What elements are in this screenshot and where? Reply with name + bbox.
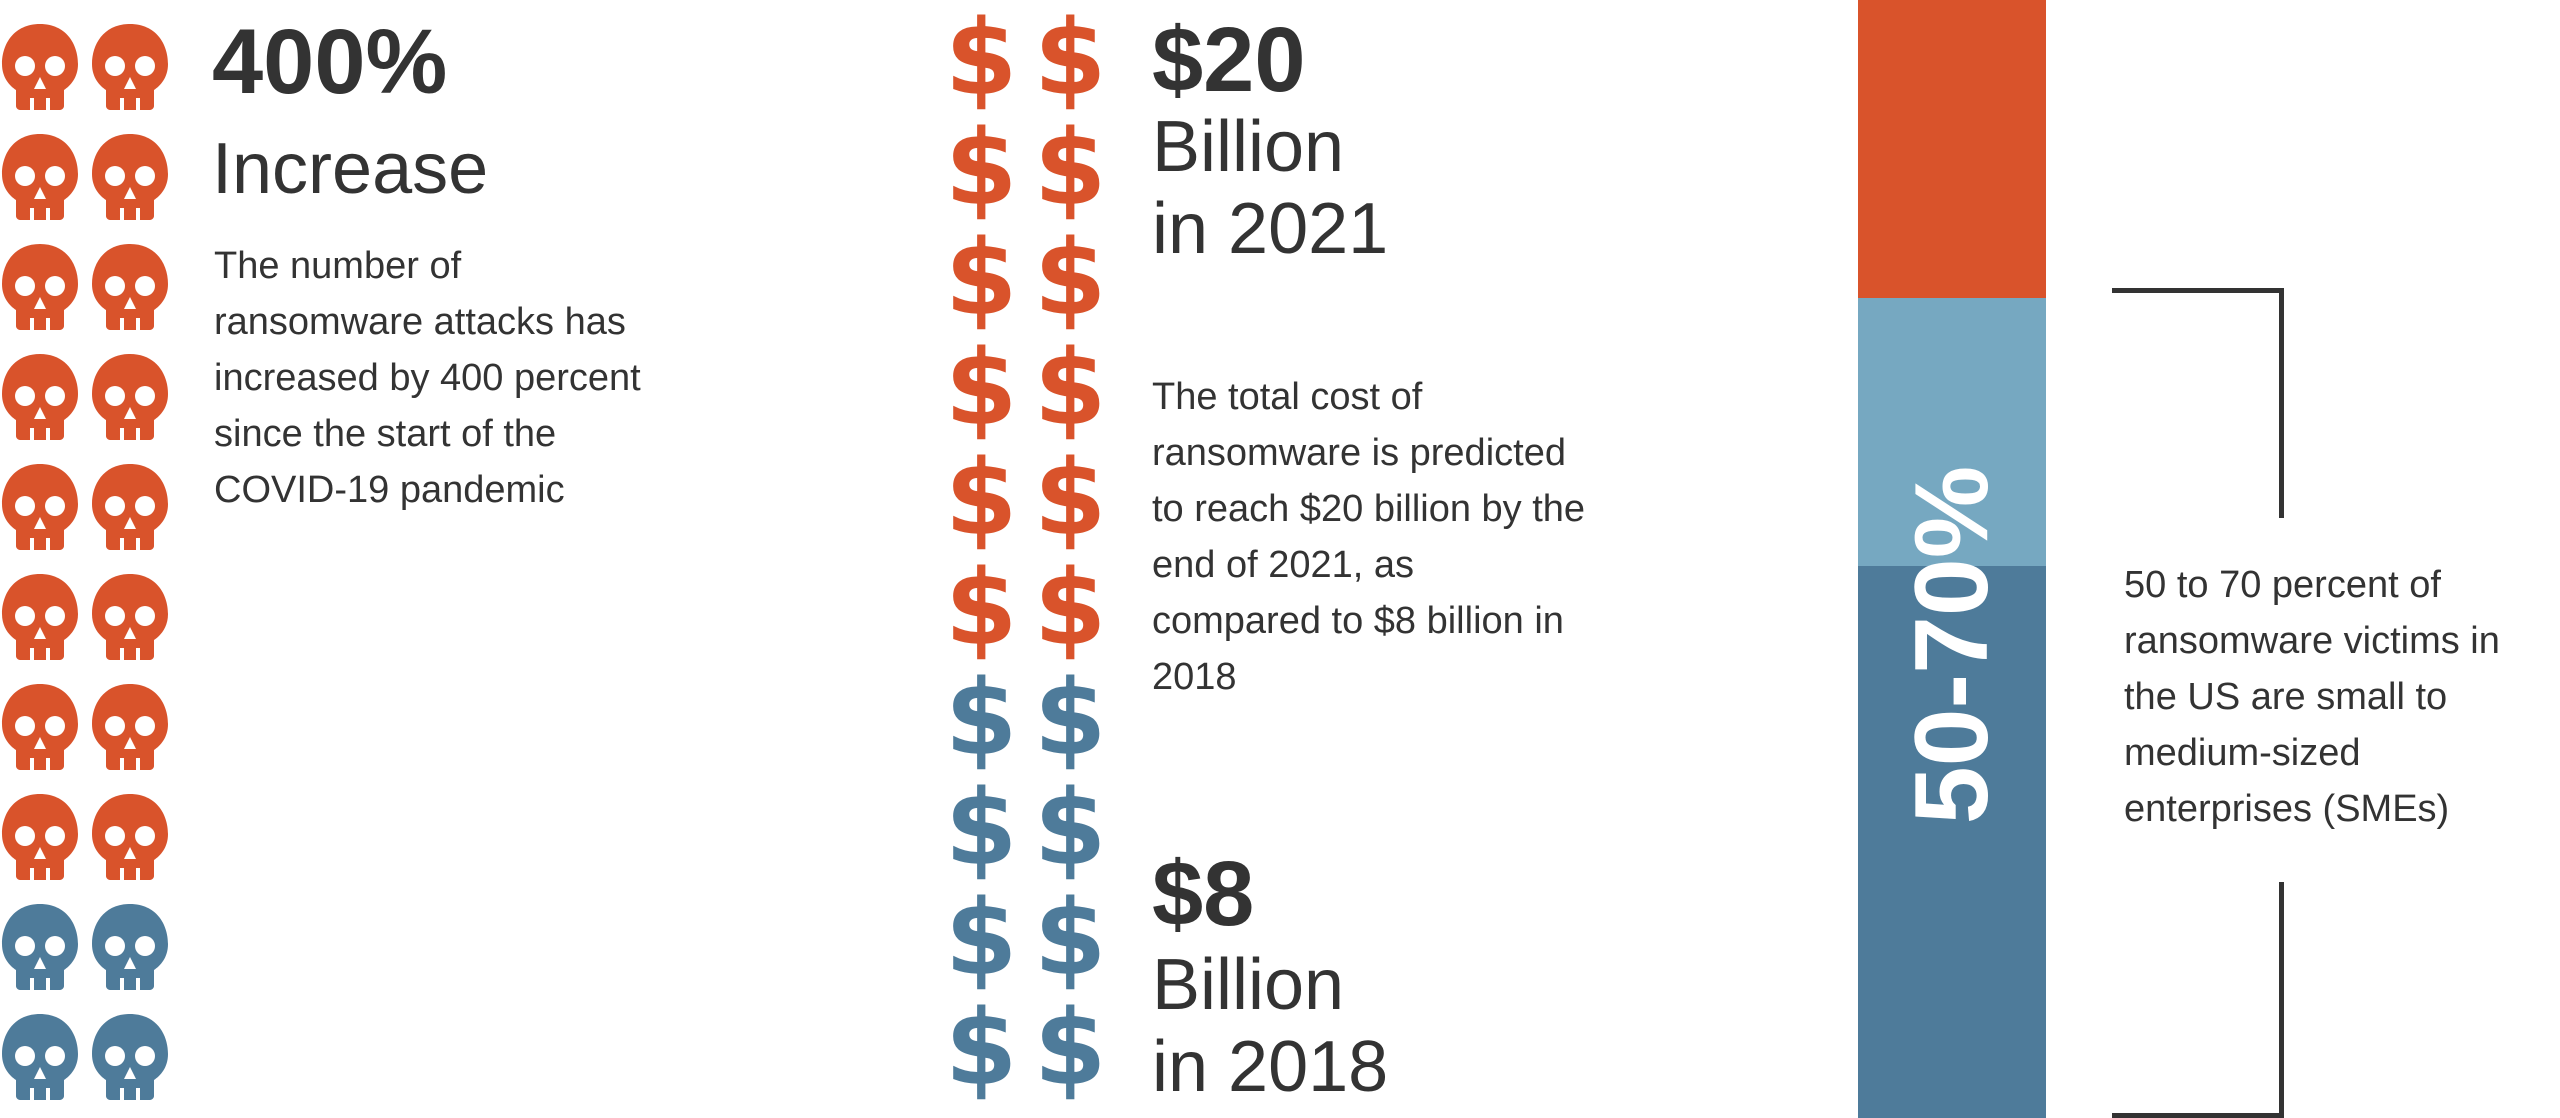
bracket-bottom-arm	[2112, 1113, 2284, 1118]
bar-segment-orange	[1858, 0, 2046, 298]
dollar-icon: $	[1034, 767, 1107, 889]
bracket-top-arm	[2112, 288, 2284, 293]
dollar-icon: $	[1034, 437, 1107, 559]
bracket-lower-stem	[2279, 882, 2284, 1118]
dollar-icon: $	[1034, 217, 1107, 339]
dollar-icon: $	[945, 547, 1018, 669]
skull-icon	[90, 132, 170, 220]
skull-icon	[90, 902, 170, 990]
skull-icon	[0, 902, 80, 990]
attacks-stat: 400%	[212, 11, 448, 113]
skull-icon	[90, 22, 170, 110]
dollar-icon: $	[945, 987, 1018, 1109]
skull-icon	[0, 242, 80, 330]
dollar-icon: $	[1034, 657, 1107, 779]
dollar-icon: $	[1034, 0, 1107, 119]
dollar-icon: $	[945, 217, 1018, 339]
cost-2018-stat: $8	[1152, 843, 1255, 945]
skull-icon	[0, 132, 80, 220]
cost-2021-label-billion: Billion	[1152, 107, 1345, 187]
skull-icon	[0, 1012, 80, 1100]
skull-icon	[90, 352, 170, 440]
skull-icon	[90, 682, 170, 770]
dollar-icon: $	[1034, 877, 1107, 999]
skull-icon	[0, 792, 80, 880]
skull-icon	[90, 242, 170, 330]
cost-2021-stat: $20	[1152, 9, 1306, 111]
sme-description: 50 to 70 percent of ransomware victims i…	[2124, 564, 2500, 830]
dollar-icon: $	[1034, 987, 1107, 1109]
attacks-description: The number of ransomware attacks has inc…	[214, 245, 641, 511]
skull-icon	[0, 462, 80, 550]
sme-range-label: 50-70%	[1894, 465, 2010, 825]
bar-segment-light-blue	[1858, 298, 2046, 566]
dollar-icon: $	[1034, 107, 1107, 229]
cost-2018-label-billion: Billion	[1152, 945, 1345, 1025]
skull-icon	[0, 22, 80, 110]
dollar-icon: $	[945, 327, 1018, 449]
skull-icon	[0, 572, 80, 660]
skull-icon	[0, 352, 80, 440]
skull-icon	[90, 792, 170, 880]
dollar-icon: $	[945, 0, 1018, 119]
dollar-icon: $	[945, 437, 1018, 559]
bar-segment-blue	[1858, 566, 2046, 1118]
bracket-upper-stem	[2279, 288, 2284, 518]
dollar-icon: $	[1034, 547, 1107, 669]
dollar-icon: $	[945, 877, 1018, 999]
skull-icon	[90, 1012, 170, 1100]
cost-2021-label-year: in 2021	[1152, 189, 1389, 269]
dollar-icon: $	[945, 657, 1018, 779]
skull-icon	[0, 682, 80, 770]
cost-description: The total cost of ransomware is predicte…	[1152, 376, 1586, 698]
skull-icon	[90, 572, 170, 660]
dollar-icon: $	[945, 767, 1018, 889]
dollar-icon: $	[1034, 327, 1107, 449]
dollar-icon: $	[945, 107, 1018, 229]
attacks-label: Increase	[212, 129, 489, 209]
cost-2018-label-year: in 2018	[1152, 1027, 1389, 1107]
skull-icon	[90, 462, 170, 550]
